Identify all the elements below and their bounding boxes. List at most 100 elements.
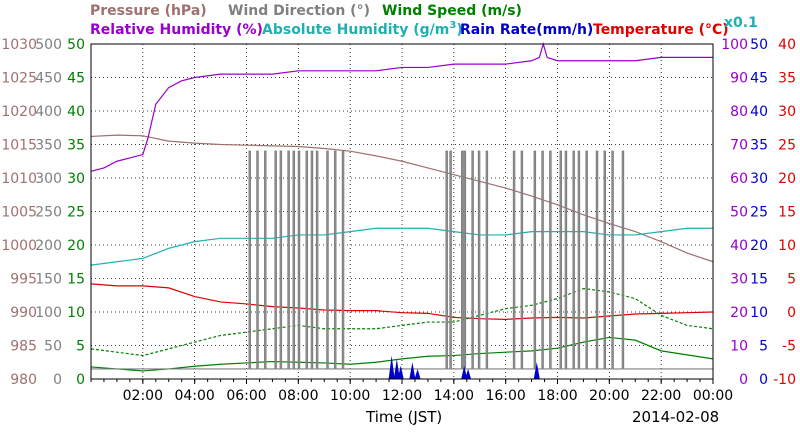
- y-tick-label-wind-direction: 500: [35, 37, 62, 53]
- rain-rate-bar: [393, 358, 400, 379]
- x-tick-label: 06:00: [226, 388, 266, 404]
- y-tick-label-wind-speed: 0: [76, 372, 85, 388]
- x-tick-label: 12:00: [382, 388, 422, 404]
- y-tick-label-pressure: 985: [10, 339, 37, 355]
- x-tick-label: 14:00: [434, 388, 474, 404]
- series-relative-humidity: [90, 41, 713, 172]
- y-tick-label-rain-rate: 45: [750, 71, 768, 87]
- y-tick-label-wind-direction: 300: [35, 171, 62, 187]
- series-absolute-humidity-g-m: [90, 227, 713, 266]
- rain-rate-bar: [388, 355, 395, 379]
- left-axes: 9809859909951000100510101015102010251030…: [1, 37, 85, 388]
- rain-rate-bar: [533, 362, 540, 379]
- x-tick-label: 20:00: [589, 388, 629, 404]
- header-temperature: Temperature (°C): [593, 22, 729, 38]
- y-tick-label-temperature: 30: [778, 104, 796, 120]
- x-tick-label: 04:00: [174, 388, 214, 404]
- x-tick-label: 02:00: [123, 388, 163, 404]
- y-tick-label-wind-speed: 40: [67, 104, 85, 120]
- y-tick-label-relative-humidity: 10: [730, 339, 748, 355]
- series-wind-speed-gust-m-s: [90, 287, 714, 357]
- y-tick-label-relative-humidity: 80: [730, 104, 748, 120]
- y-tick-label-temperature: 10: [778, 238, 796, 254]
- rain-rate-bar: [397, 365, 404, 379]
- rain-rate-bar: [409, 362, 416, 379]
- y-tick-label-pressure: 1025: [1, 71, 37, 87]
- y-tick-label-temperature: -5: [782, 339, 796, 355]
- y-tick-label-relative-humidity: 40: [730, 238, 748, 254]
- y-tick-label-rain-rate: 20: [750, 238, 768, 254]
- y-tick-label-wind-speed: 30: [67, 171, 85, 187]
- y-tick-label-temperature: 0: [787, 305, 796, 321]
- x-axis: 02:00 04:00 06:00 08:00 10:00 12:00 14:00 16:00…: [90, 379, 733, 404]
- y-tick-label-rain-rate: 30: [750, 171, 768, 187]
- x-axis-label: Time (JST): [365, 408, 442, 426]
- y-tick-label-wind-direction: 250: [35, 205, 62, 221]
- x-tick-label: 10:00: [330, 388, 370, 404]
- series-wind-speed-m-s: [90, 336, 714, 372]
- x-tick-label: 22:00: [641, 388, 681, 404]
- x-tick-label: 08:00: [278, 388, 318, 404]
- y-tick-label-rain-rate: 40: [750, 104, 768, 120]
- header-wind-speed: Wind Speed (m/s): [382, 3, 522, 19]
- y-tick-label-relative-humidity: 30: [730, 272, 748, 288]
- y-tick-label-pressure: 980: [10, 372, 37, 388]
- y-tick-label-temperature: -10: [773, 372, 796, 388]
- y-tick-label-wind-direction: 150: [35, 272, 62, 288]
- y-tick-label-pressure: 1030: [1, 37, 37, 53]
- y-tick-label-temperature: 40: [778, 37, 796, 53]
- header-wind-direction: Wind Direction (°): [228, 3, 370, 19]
- y-tick-label-temperature: 5: [787, 272, 796, 288]
- x-tick-label: 00:00: [693, 388, 733, 404]
- x-tick-label: 16:00: [485, 388, 525, 404]
- grid: [91, 44, 713, 379]
- header-absolute-humidity-suffix: ): [456, 22, 462, 38]
- y-tick-label-relative-humidity: 90: [730, 71, 748, 87]
- y-tick-label-temperature: 20: [778, 171, 796, 187]
- series-layer: [90, 41, 714, 379]
- series-pressure-hpa: [90, 134, 714, 263]
- y-tick-label-rain-rate: 0: [759, 372, 768, 388]
- y-tick-label-pressure: 1005: [1, 205, 37, 221]
- y-tick-label-rain-rate: 50: [750, 37, 768, 53]
- y-tick-label-relative-humidity: 100: [721, 37, 748, 53]
- rain-rate-bar: [465, 368, 472, 379]
- y-tick-label-wind-speed: 45: [67, 71, 85, 87]
- y-tick-label-wind-direction: 200: [35, 238, 62, 254]
- rain-rate-bar: [461, 365, 468, 379]
- y-tick-label-wind-speed: 50: [67, 37, 85, 53]
- y-tick-label-temperature: 25: [778, 138, 796, 154]
- y-tick-label-relative-humidity: 20: [730, 305, 748, 321]
- y-tick-label-temperature: 15: [778, 205, 796, 221]
- header-pressure: Pressure (hPa): [90, 3, 207, 19]
- y-tick-label-rain-rate: 25: [750, 205, 768, 221]
- y-tick-label-relative-humidity: 0: [739, 372, 748, 388]
- y-tick-label-wind-direction: 100: [35, 305, 62, 321]
- series-temperature-c: [90, 283, 714, 320]
- y-tick-label-wind-direction: 0: [53, 372, 62, 388]
- y-tick-label-pressure: 1010: [1, 171, 37, 187]
- y-tick-label-wind-direction: 50: [44, 339, 62, 355]
- y-tick-label-pressure: 1020: [1, 104, 37, 120]
- y-tick-label-pressure: 1000: [1, 238, 37, 254]
- y-tick-label-wind-speed: 25: [67, 205, 85, 221]
- y-tick-label-wind-speed: 10: [67, 305, 85, 321]
- header-rain-rate: Rain Rate(mm/h): [460, 22, 593, 38]
- rain-rate-bar: [414, 368, 421, 379]
- y-tick-label-rain-rate: 35: [750, 138, 768, 154]
- y-tick-label-wind-direction: 350: [35, 138, 62, 154]
- header-absolute-humidity-prefix: Absolute Humidity (g/m: [262, 22, 449, 38]
- y-tick-label-wind-speed: 20: [67, 238, 85, 254]
- y-tick-label-relative-humidity: 50: [730, 205, 748, 221]
- y-tick-label-rain-rate: 10: [750, 305, 768, 321]
- header-absolute-humidity: Absolute Humidity (g/m3): [262, 20, 463, 38]
- right-axes: 0102030405060708090100051015202530354045…: [721, 37, 796, 388]
- y-tick-label-wind-speed: 35: [67, 138, 85, 154]
- header-absolute-humidity-sup: 3: [449, 20, 456, 31]
- date-label: 2014-02-08: [632, 408, 719, 426]
- y-tick-label-temperature: 35: [778, 71, 796, 87]
- x-tick-label: 18:00: [537, 388, 577, 404]
- series-wind-direction: [91, 150, 713, 370]
- y-tick-label-pressure: 990: [10, 305, 37, 321]
